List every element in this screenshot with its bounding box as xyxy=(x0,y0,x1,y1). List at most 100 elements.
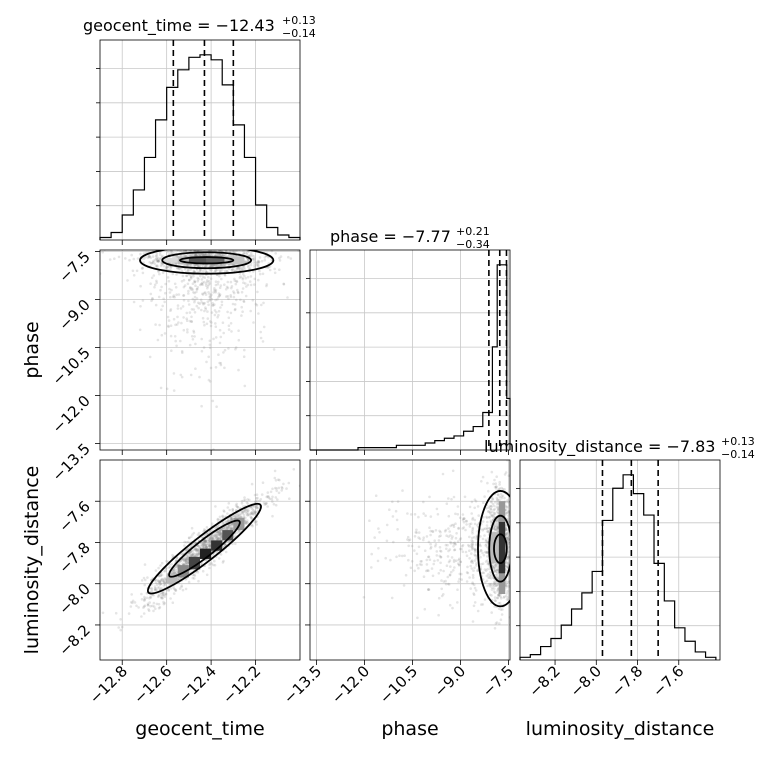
sample-point xyxy=(511,573,514,576)
density-cell xyxy=(188,258,207,263)
sample-point xyxy=(151,297,154,300)
sample-point xyxy=(512,557,515,560)
sample-point xyxy=(438,546,442,549)
sample-point xyxy=(201,275,205,279)
sample-point xyxy=(175,323,179,326)
sample-point xyxy=(486,559,489,562)
sample-point xyxy=(241,511,244,515)
sample-point xyxy=(447,549,450,553)
xlabel-phase: phase xyxy=(381,718,438,740)
sample-point xyxy=(505,532,509,535)
sample-point xyxy=(208,544,212,548)
sample-point xyxy=(251,512,254,515)
sample-point xyxy=(172,569,175,573)
sample-point xyxy=(210,321,213,324)
sample-point xyxy=(196,533,200,537)
sample-point xyxy=(192,275,195,278)
sample-point xyxy=(163,577,167,580)
sample-point xyxy=(494,522,498,525)
title-phase-minus: −0.34 xyxy=(456,238,490,251)
sample-point xyxy=(219,363,223,367)
sample-point xyxy=(480,603,483,606)
sample-point xyxy=(128,258,131,262)
sample-point xyxy=(165,265,168,269)
sample-point xyxy=(229,526,232,530)
sample-point xyxy=(476,524,479,527)
sample-point xyxy=(192,548,196,551)
sample-point xyxy=(200,543,204,547)
sample-point xyxy=(427,555,430,559)
sample-point xyxy=(159,386,163,390)
sample-point xyxy=(481,537,485,541)
sample-point xyxy=(444,543,448,547)
plot-area xyxy=(100,247,300,450)
sample-point xyxy=(248,267,252,270)
sample-point xyxy=(466,571,470,575)
sample-point xyxy=(158,580,161,583)
sample-point xyxy=(196,263,199,267)
sample-point xyxy=(495,621,499,624)
sample-point xyxy=(175,293,178,297)
sample-point xyxy=(442,569,445,573)
sample-point xyxy=(431,574,435,578)
sample-point xyxy=(190,320,193,323)
sample-point xyxy=(159,579,163,583)
sample-point xyxy=(396,500,400,503)
sample-point xyxy=(143,598,146,601)
sample-point xyxy=(186,555,190,558)
sample-point xyxy=(219,553,223,556)
sample-point xyxy=(470,545,473,549)
sample-point xyxy=(440,587,444,591)
sample-point xyxy=(194,253,198,257)
sample-point xyxy=(180,375,184,379)
sample-point xyxy=(500,486,504,490)
sample-point xyxy=(205,254,208,257)
sample-point xyxy=(234,515,238,519)
sample-point xyxy=(233,515,237,518)
sample-point xyxy=(240,314,243,317)
sample-point xyxy=(262,301,265,305)
sample-point xyxy=(207,275,210,279)
sample-point xyxy=(205,546,209,549)
panel-geocent-time-histogram xyxy=(96,39,301,245)
sample-point xyxy=(406,535,410,539)
sample-point xyxy=(224,526,228,529)
sample-point xyxy=(135,269,139,273)
panel-frame xyxy=(519,459,721,661)
sample-point xyxy=(448,574,452,577)
plot-area xyxy=(101,468,300,632)
sample-point xyxy=(192,329,195,333)
sample-point xyxy=(154,258,157,262)
sample-point xyxy=(196,276,199,280)
sample-point xyxy=(169,247,172,250)
sample-point xyxy=(188,536,191,540)
sample-point xyxy=(161,254,164,258)
sample-point xyxy=(490,574,493,578)
sample-point xyxy=(200,282,203,286)
sample-point xyxy=(216,535,219,539)
sample-point xyxy=(254,501,257,504)
sample-point xyxy=(505,528,508,532)
histogram-step-phase xyxy=(310,264,511,451)
sample-point xyxy=(470,560,473,564)
sample-point xyxy=(206,317,210,320)
sample-point xyxy=(459,537,463,540)
sample-point xyxy=(461,544,465,547)
sample-point xyxy=(161,591,165,595)
sample-point xyxy=(190,554,193,557)
sample-point xyxy=(198,283,202,287)
sample-point xyxy=(221,268,224,272)
sample-point xyxy=(246,251,249,254)
sample-point xyxy=(430,567,434,570)
sample-point xyxy=(162,297,165,301)
sample-point xyxy=(204,539,207,542)
sample-point xyxy=(190,552,193,555)
sample-point xyxy=(507,510,510,513)
sample-point xyxy=(233,250,236,254)
sample-point xyxy=(218,341,222,345)
sample-point xyxy=(198,265,201,268)
sample-point xyxy=(491,586,494,590)
sample-point xyxy=(207,542,210,545)
sample-point xyxy=(139,284,142,288)
sample-point xyxy=(493,525,497,529)
